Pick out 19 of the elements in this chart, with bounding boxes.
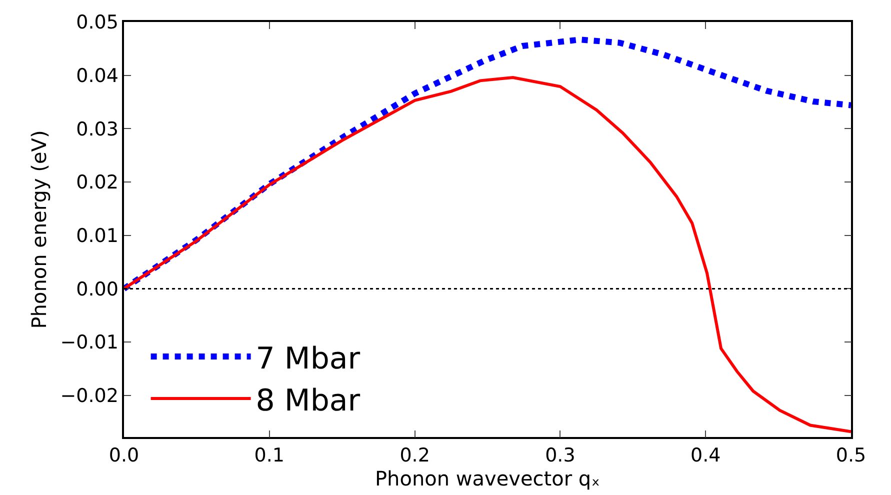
x-tick-label: 0.4 bbox=[690, 444, 721, 467]
x-tick-label: 0.1 bbox=[254, 444, 285, 467]
legend-label: 8 Mbar bbox=[256, 383, 361, 418]
x-tick-label: 0.5 bbox=[836, 444, 866, 467]
y-tick-label: −0.01 bbox=[60, 332, 118, 354]
legend-label: 7 Mbar bbox=[256, 341, 361, 376]
y-tick-label: 0.04 bbox=[76, 64, 118, 87]
y-tick-label: 0.00 bbox=[76, 278, 118, 300]
x-tick-label: 0.2 bbox=[400, 444, 430, 467]
y-tick-label: 0.02 bbox=[76, 172, 118, 194]
y-tick-label: −0.02 bbox=[60, 385, 118, 408]
y-tick-label: 0.05 bbox=[76, 12, 118, 34]
x-tick-label: 0.0 bbox=[108, 444, 140, 467]
line-series bbox=[124, 76, 851, 434]
x-axis-title: Phonon wavevector qₓ bbox=[374, 466, 600, 491]
x-tick-label: 0.3 bbox=[545, 444, 576, 467]
y-axis-title: Phonon energy (eV) bbox=[27, 130, 52, 329]
y-tick-label: 0.01 bbox=[76, 225, 118, 248]
y-tick-label: 0.03 bbox=[76, 118, 118, 140]
